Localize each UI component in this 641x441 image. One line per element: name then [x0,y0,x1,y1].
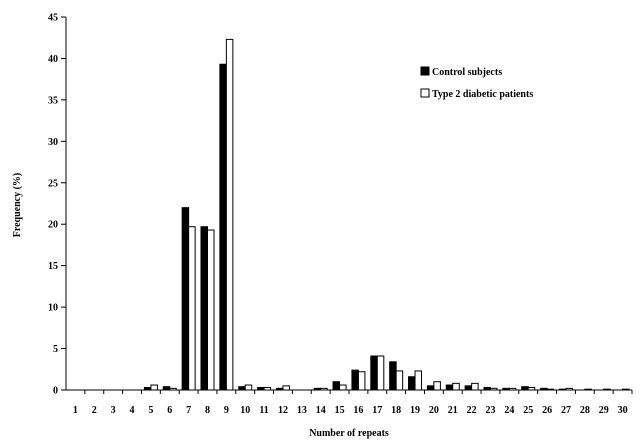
y-tick-label: 40 [48,54,58,65]
bar-control-subjects [540,387,548,391]
legend-swatch-diabetic [420,88,430,98]
bar-type2-diabetic [565,387,573,391]
bar-type2-diabetic [452,382,460,391]
y-tick-label: 15 [48,261,58,272]
x-tick-label: 11 [259,405,268,416]
bar-type2-diabetic [527,387,536,391]
bar-type2-diabetic [150,384,158,391]
x-tick-label: 1 [73,405,78,416]
y-tick-label: 45 [48,13,58,24]
x-tick-label: 25 [523,405,533,416]
y-tick-label: 0 [53,386,58,397]
bar-type2-diabetic [433,381,441,391]
x-tick-label: 2 [92,405,97,416]
bar-control-subjects [502,387,510,391]
x-tick-label: 19 [410,405,420,416]
x-tick-label: 10 [240,405,250,416]
bar-type2-diabetic [225,38,234,391]
x-tick-label: 4 [130,405,135,416]
bar-control-subjects [313,387,322,391]
bar-control-subjects [464,385,473,391]
bar-type2-diabetic [357,371,366,391]
x-tick-label: 21 [448,405,458,416]
x-tick-label: 20 [429,405,439,416]
y-tick-label: 10 [48,303,58,314]
bar-control-subjects [558,388,567,391]
y-axis-title: Frequency (%) [12,173,23,238]
bar-control-subjects [351,369,359,391]
bar-control-subjects [408,376,416,391]
bar-control-subjects [181,207,190,391]
legend: Control subjects Type 2 diabetic patient… [420,66,533,100]
x-tick-label: 30 [618,405,628,416]
x-tick-label: 7 [186,405,191,416]
y-tick-label: 5 [53,344,58,355]
x-tick-label: 14 [316,405,326,416]
x-tick-label: 24 [504,405,514,416]
bar-control-subjects [275,387,284,391]
x-tick-label: 29 [599,405,609,416]
bar-type2-diabetic [471,382,479,391]
x-tick-label: 28 [580,405,590,416]
bar-control-subjects [332,381,341,391]
bar-control-subjects [162,386,171,391]
x-tick-label: 13 [297,405,307,416]
bar-control-subjects [143,387,152,391]
bar-control-subjects [426,385,435,391]
bar-type2-diabetic [169,387,177,391]
bar-type2-diabetic [282,385,290,391]
bar-type2-diabetic [207,229,215,391]
x-tick-label: 27 [561,405,571,416]
x-tick-label: 26 [542,405,552,416]
y-tick-label: 35 [48,95,58,106]
bar-control-subjects [200,226,208,391]
x-tick-label: 22 [467,405,477,416]
bar-control-subjects [445,384,454,391]
bar-control-subjects [219,63,227,391]
x-tick-label: 9 [224,405,229,416]
bar-type2-diabetic [376,355,385,391]
x-tick-label: 17 [372,405,382,416]
bar-type2-diabetic [244,384,253,391]
bar-type2-diabetic [622,388,630,391]
bar-type2-diabetic [490,387,498,391]
x-tick-label: 16 [353,405,363,416]
bar-control-subjects [238,386,246,391]
bar-control-subjects [389,361,397,391]
x-axis-title: Number of repeats [309,428,389,439]
bar-type2-diabetic [508,387,517,391]
x-tick-label: 23 [486,405,496,416]
legend-swatch-control [420,66,430,76]
x-tick-label: 12 [278,405,288,416]
bar-type2-diabetic [320,387,328,391]
bar-type2-diabetic [584,388,592,391]
x-tick-label: 6 [167,405,172,416]
bar-control-subjects [370,355,378,391]
bar-control-subjects [257,387,265,391]
legend-label-control: Control subjects [432,67,502,78]
x-tick-label: 15 [335,405,345,416]
bar-control-subjects [521,386,529,391]
x-tick-label: 18 [391,405,401,416]
bar-type2-diabetic [263,387,272,391]
bar-type2-diabetic [395,370,404,391]
x-tick-label: 8 [205,405,210,416]
bar-type2-diabetic [339,384,347,391]
y-tick-label: 30 [48,137,58,148]
bar-control-subjects [483,387,491,391]
y-tick-label: 25 [48,178,58,189]
bar-type2-diabetic [414,370,423,391]
x-tick-label: 5 [148,405,153,416]
x-tick-label: 3 [111,405,116,416]
bar-type2-diabetic [603,388,611,391]
y-tick-label: 20 [48,220,58,231]
legend-label-diabetic: Type 2 diabetic patients [432,89,533,100]
bar-type2-diabetic [188,226,196,391]
bar-type2-diabetic [546,388,555,391]
